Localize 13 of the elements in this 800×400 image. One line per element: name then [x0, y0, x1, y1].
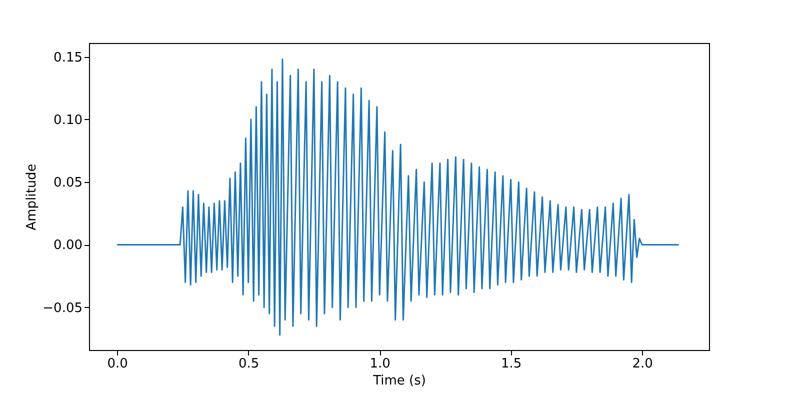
y-tick-label: −0.05 [42, 300, 82, 316]
x-axis-title: Time (s) [372, 374, 426, 388]
y-tick-label: 0.10 [54, 112, 82, 128]
y-tick-label: 0.15 [54, 50, 82, 66]
x-tick-label: 1.5 [500, 356, 522, 372]
x-tick-label: 2.0 [632, 356, 653, 372]
y-axis-title: Amplitude [24, 164, 40, 230]
y-tick-label: 0.05 [54, 176, 82, 191]
x-tick-label: 0.5 [238, 356, 260, 372]
line-series [116, 58, 680, 336]
y-tick-label: 0.00 [54, 238, 82, 254]
x-tick-label: 1.0 [370, 356, 390, 372]
x-tick-label: 0.0 [107, 356, 128, 372]
